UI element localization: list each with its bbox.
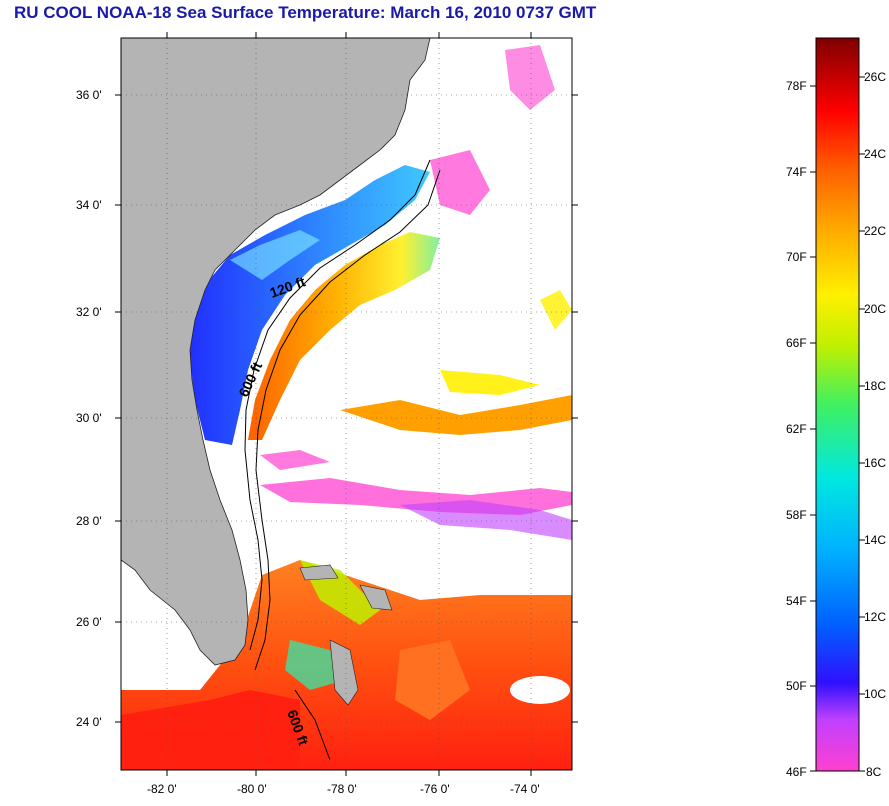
colorbar-c-24: 24C <box>864 147 887 161</box>
lon-label-80: -80 0' <box>237 782 267 796</box>
colorbar-f-46: 46F <box>786 765 807 779</box>
colorbar-c-10: 10C <box>864 687 887 701</box>
cold-shelf-water <box>190 165 430 445</box>
lon-label-78: -78 0' <box>327 782 357 796</box>
lat-label-28: 28 0' <box>76 514 102 528</box>
cold-artifact-patch <box>505 45 555 110</box>
colorbar-c-8: 8C <box>866 765 882 779</box>
colorbar-f-74: 74F <box>786 165 807 179</box>
colorbar-ticks <box>810 76 865 772</box>
colorbar-f-78: 78F <box>786 79 807 93</box>
colorbar-c-20: 20C <box>864 302 887 316</box>
colorbar-f-54: 54F <box>786 594 807 608</box>
graticule <box>121 38 572 770</box>
shelf-edge-front <box>230 230 320 280</box>
map-plot-area <box>121 38 572 770</box>
cold-artifact-band <box>260 450 330 470</box>
warm-filament-31n <box>440 370 540 395</box>
lat-label-24: 24 0' <box>76 715 102 729</box>
isobath-120ft <box>244 159 431 651</box>
warm-water-southwest <box>121 690 300 770</box>
gulf-stream <box>248 232 440 440</box>
colorbar-c-18: 18C <box>864 379 887 393</box>
lon-label-76: -76 0' <box>420 782 450 796</box>
bahamas-bank-water <box>285 640 345 690</box>
bahamas-bank-water <box>395 640 470 720</box>
colorbar <box>815 37 860 772</box>
colorbar-c-14: 14C <box>864 533 887 547</box>
lat-label-32: 32 0' <box>76 305 102 319</box>
colorbar-f-62: 62F <box>786 422 807 436</box>
colorbar-c-12: 12C <box>864 610 887 624</box>
cloud-patch <box>510 676 570 704</box>
cloud-patch <box>370 533 490 557</box>
lat-label-26: 26 0' <box>76 615 102 629</box>
land-bahamas-grand <box>299 564 339 581</box>
land-bahamas-abaco <box>359 584 393 611</box>
colorbar-f-50: 50F <box>786 679 807 693</box>
lon-label-74: -74 0' <box>510 782 540 796</box>
colorbar-c-22: 22C <box>864 224 887 238</box>
colorbar-f-58: 58F <box>786 508 807 522</box>
land-bahamas-andros <box>329 639 359 706</box>
lat-label-30: 30 0' <box>76 411 102 425</box>
warm-patch <box>540 290 572 330</box>
axis-ticks <box>115 32 578 776</box>
colorbar-c-26: 26C <box>864 70 887 84</box>
isobath-600ft-south <box>294 689 331 761</box>
warm-filament-30n <box>340 395 572 435</box>
map-title: RU COOL NOAA-18 Sea Surface Temperature:… <box>14 3 597 22</box>
colorbar-f-66: 66F <box>786 336 807 350</box>
lon-label-82: -82 0' <box>147 782 177 796</box>
land-mainland <box>121 38 431 666</box>
cold-artifact-band <box>400 500 572 540</box>
lat-label-36: 36 0' <box>76 88 102 102</box>
colorbar-c-16: 16C <box>864 456 887 470</box>
cold-artifact-patch <box>430 150 490 215</box>
lat-label-34: 34 0' <box>76 198 102 212</box>
isobath-600ft <box>254 169 441 671</box>
colorbar-f-70: 70F <box>786 250 807 264</box>
